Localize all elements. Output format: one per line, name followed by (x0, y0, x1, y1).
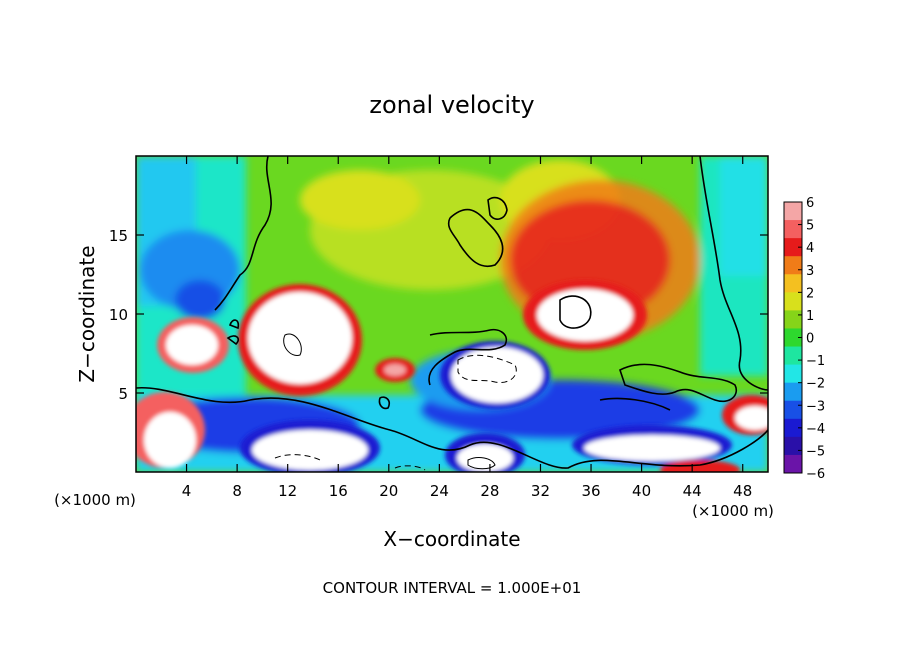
colorbar-label: 2 (806, 286, 814, 301)
x-tick-label: 44 (683, 482, 702, 500)
colorbar-swatch (784, 364, 802, 384)
colorbar-label: −3 (806, 399, 825, 414)
colorbar-swatch (784, 328, 802, 348)
colorbar-label: −6 (806, 467, 825, 482)
colorbar-label: 4 (806, 241, 814, 256)
y-tick-label: 10 (109, 306, 128, 324)
colorbar-swatch (784, 310, 802, 329)
contour-interval-note: CONTOUR INTERVAL = 1.000E+01 (323, 579, 582, 597)
x-tick-label: 4 (182, 482, 192, 500)
y-axis-label: Z−coordinate (75, 245, 99, 382)
heatmap-field (136, 156, 768, 472)
x-unit-label-left: (×1000 m) (54, 491, 136, 509)
x-tick-label: 36 (581, 482, 600, 500)
colorbar-swatch (784, 346, 802, 366)
colorbar-swatch (784, 202, 802, 221)
x-tick-label: 24 (430, 482, 449, 500)
colorbar-label: 5 (806, 219, 814, 234)
colorbar-label: −5 (806, 444, 825, 459)
x-tick-label: 40 (632, 482, 651, 500)
chart-title: zonal velocity (369, 91, 534, 119)
x-unit-label-right: (×1000 m) (692, 502, 774, 520)
colorbar-label: 3 (806, 264, 814, 279)
x-axis: 4 8 12 16 20 24 28 32 36 40 44 48 (182, 156, 752, 500)
colorbar-label: 6 (806, 196, 814, 211)
colorbar-swatch (784, 292, 802, 311)
colorbar-swatch (784, 454, 802, 474)
colorbar-swatch (784, 220, 802, 239)
x-tick-label: 16 (329, 482, 348, 500)
y-tick-label: 15 (109, 227, 128, 245)
y-axis: 5 10 15 (109, 227, 768, 403)
colorbar-label: −4 (806, 422, 825, 437)
colorbar-swatch (784, 274, 802, 293)
colorbar-label: −1 (806, 354, 825, 369)
x-tick-label: 20 (379, 482, 398, 500)
colorbar-swatch (784, 238, 802, 257)
colorbar-swatch (784, 418, 802, 438)
colorbar-swatch (784, 400, 802, 420)
colorbar-label: 1 (806, 309, 814, 324)
colorbar-label: 0 (806, 332, 814, 347)
x-tick-label: 28 (480, 482, 499, 500)
colorbar-label: −2 (806, 377, 825, 392)
x-tick-label: 12 (278, 482, 297, 500)
x-tick-label: 8 (232, 482, 242, 500)
colorbar-swatch (784, 436, 802, 456)
x-axis-label: X−coordinate (383, 527, 520, 551)
colorbar-swatch (784, 382, 802, 402)
colorbar: 6 5 4 3 2 1 0 −1 −2 −3 −4 −5 −6 (783, 196, 825, 482)
x-tick-label: 32 (531, 482, 550, 500)
colorbar-swatch (784, 256, 802, 275)
y-tick-label: 5 (118, 385, 128, 403)
x-tick-label: 48 (733, 482, 752, 500)
